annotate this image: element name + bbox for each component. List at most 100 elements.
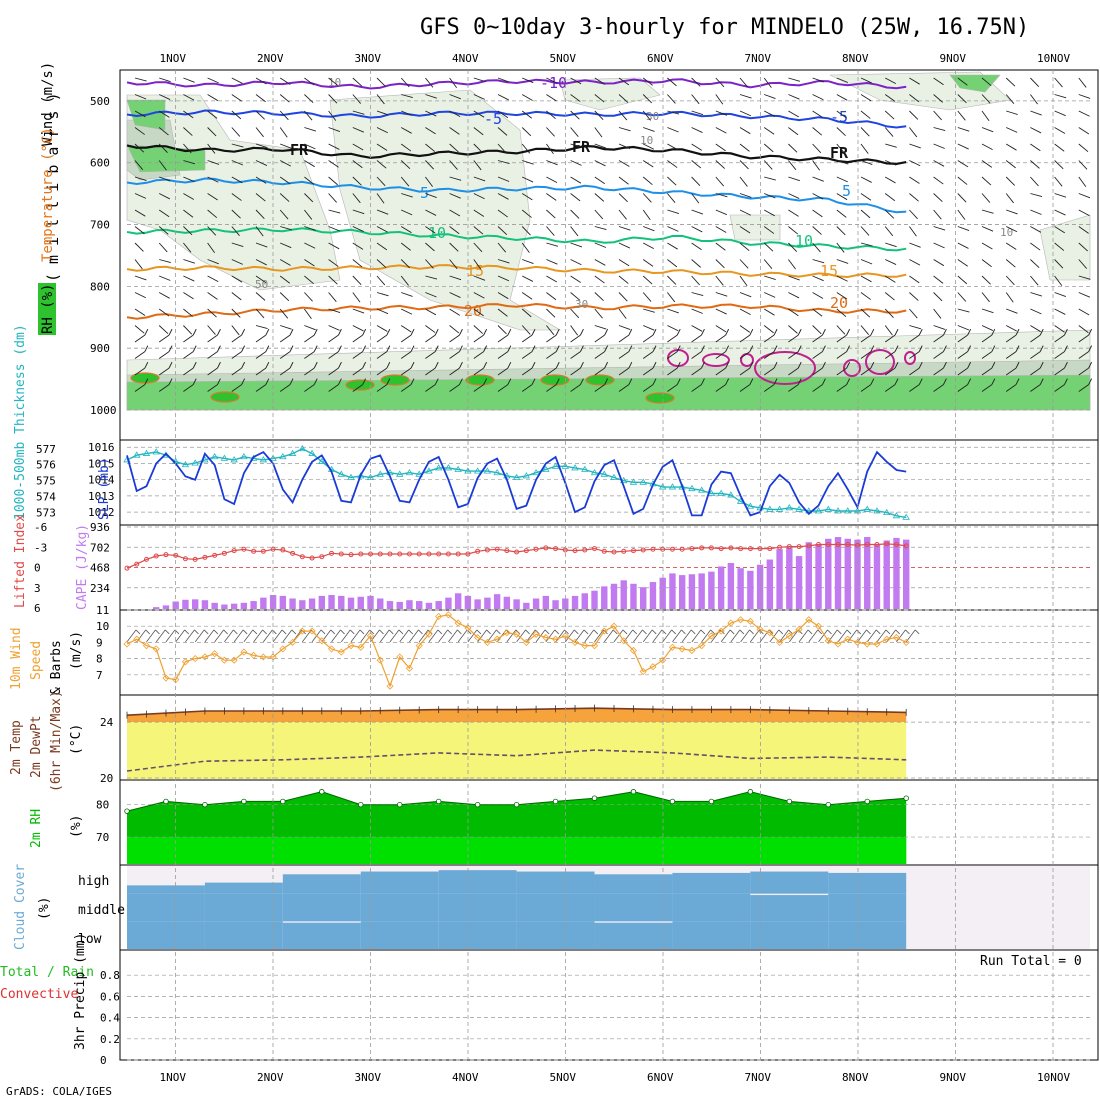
wind-barb-staff: [425, 275, 438, 280]
rh-tick-label: 70: [96, 831, 109, 844]
rh2m-axis-label: 2m RH: [29, 809, 44, 848]
cape-bar: [338, 595, 345, 609]
wind-barb-flag: [434, 378, 439, 385]
wind-barb-staff: [739, 143, 750, 152]
wind-barb-staff: [328, 334, 339, 343]
rh-saturation-spot: [345, 379, 375, 391]
wind-speed-point: [366, 632, 375, 640]
wind-barb-staff: [158, 334, 170, 343]
pressure-tick-label: 800: [90, 280, 110, 293]
wind-barb-staff: [933, 384, 944, 392]
wind-barb-staff: [255, 259, 267, 266]
wind-barb-flag: [676, 378, 681, 385]
rh2m-lower-fill: [127, 837, 907, 864]
wind-barb-staff: [207, 292, 218, 300]
wind-barb-flag: [918, 378, 923, 385]
wind-barb-staff: [691, 160, 702, 169]
thickness-point: [551, 462, 560, 469]
wind-barb-staff: [667, 242, 678, 250]
wind-barb-staff: [981, 193, 991, 203]
surface-wind-barb-flag: [661, 629, 667, 635]
wind-barb-staff: [618, 176, 629, 185]
wind-barb-staff: [909, 143, 921, 149]
wind-barb-flag: [265, 345, 270, 352]
wind-speed-point: [581, 642, 589, 650]
wind-barb-staff: [207, 275, 219, 283]
surface-wind-barb: [233, 629, 244, 643]
wind-barb-staff: [667, 143, 679, 151]
isotherm-line: [126, 177, 907, 214]
temp-axis-label-unit: (°C): [69, 724, 84, 755]
thickness-point: [405, 468, 414, 476]
wind-barb-flag: [168, 361, 173, 369]
wind-barb-flag: [507, 361, 512, 369]
rh2m-point: [474, 801, 481, 808]
wind-barb-flag: [144, 345, 149, 352]
thickness-tick-label: 574: [36, 491, 56, 504]
wind-barb-staff: [546, 334, 557, 343]
wind-barb-flag: [507, 378, 512, 385]
wind-barb-staff: [763, 242, 774, 252]
wind-barb-flag: [894, 345, 899, 352]
wind-barb-staff: [618, 334, 630, 343]
wind-barb-staff: [667, 110, 680, 115]
wind-barb-staff: [691, 143, 703, 151]
wind-speed-point: [814, 622, 823, 630]
wind-barb-staff: [836, 325, 846, 335]
wind-barb-staff: [304, 242, 316, 249]
wind-barb-staff: [352, 334, 363, 343]
wind-barb-staff: [255, 110, 265, 120]
wind-barb-flag: [604, 361, 609, 369]
surface-wind-barb: [526, 629, 536, 643]
rh-saturation-spot: [380, 374, 410, 386]
convective-contour: [702, 353, 730, 367]
wind-barb-staff: [207, 259, 219, 265]
wind-barb-staff: [933, 127, 946, 132]
wind-barb-staff: [884, 275, 896, 283]
wind-barb-flag: [555, 345, 560, 352]
cape-tick-label: 702: [90, 541, 110, 554]
wind-barb-staff: [449, 160, 458, 170]
wind-barb-staff: [546, 292, 557, 301]
wind-barb-staff: [183, 384, 194, 392]
surface-wind-barb-flag: [642, 629, 647, 635]
wind-barb-staff: [1005, 351, 1017, 359]
wind-barb-staff: [836, 292, 848, 300]
wind-barb-staff: [981, 226, 994, 232]
wind-barb-staff: [304, 127, 317, 132]
surface-wind-barb: [194, 629, 205, 643]
wind-barb-flag: [652, 378, 657, 385]
wind-barb-flag: [894, 361, 899, 369]
thickness-point: [639, 478, 647, 485]
wind-barb-flag: [555, 378, 560, 385]
rh-shading-area: [126, 94, 341, 291]
wind-barb-staff: [134, 127, 145, 135]
wind-barb-staff: [400, 77, 410, 88]
cape-bar: [454, 593, 462, 609]
thickness-point: [279, 452, 287, 460]
surface-wind-barb-flag: [593, 629, 599, 635]
date-label-top: 4NOV: [452, 52, 479, 65]
wind-barb-flag: [870, 328, 875, 336]
cape-bar: [825, 538, 832, 609]
surface-wind-barb-flag: [233, 629, 238, 635]
surface-wind-barb-flag: [457, 629, 462, 635]
thickness-point: [483, 467, 492, 474]
wind-barb-flag: [144, 328, 149, 336]
wind-barb-flag: [168, 345, 173, 352]
wind-barb-staff: [521, 143, 531, 154]
wind-barb-staff: [400, 325, 412, 333]
wind-barb-staff: [739, 308, 751, 316]
wind-barb-staff: [570, 367, 581, 376]
surface-wind-barb: [409, 629, 419, 643]
wind-barb-staff: [473, 176, 486, 182]
wind-barb-staff: [400, 160, 411, 170]
wind-barb-staff: [497, 259, 510, 264]
wind-barb-staff: [642, 77, 653, 86]
wind-barb-staff: [570, 209, 580, 219]
lifted-index-point: [280, 547, 286, 553]
wind-barb-staff: [207, 94, 219, 102]
wind-barb-staff: [401, 292, 413, 297]
cape-bar: [542, 595, 550, 609]
wind-barb-staff: [667, 334, 678, 343]
